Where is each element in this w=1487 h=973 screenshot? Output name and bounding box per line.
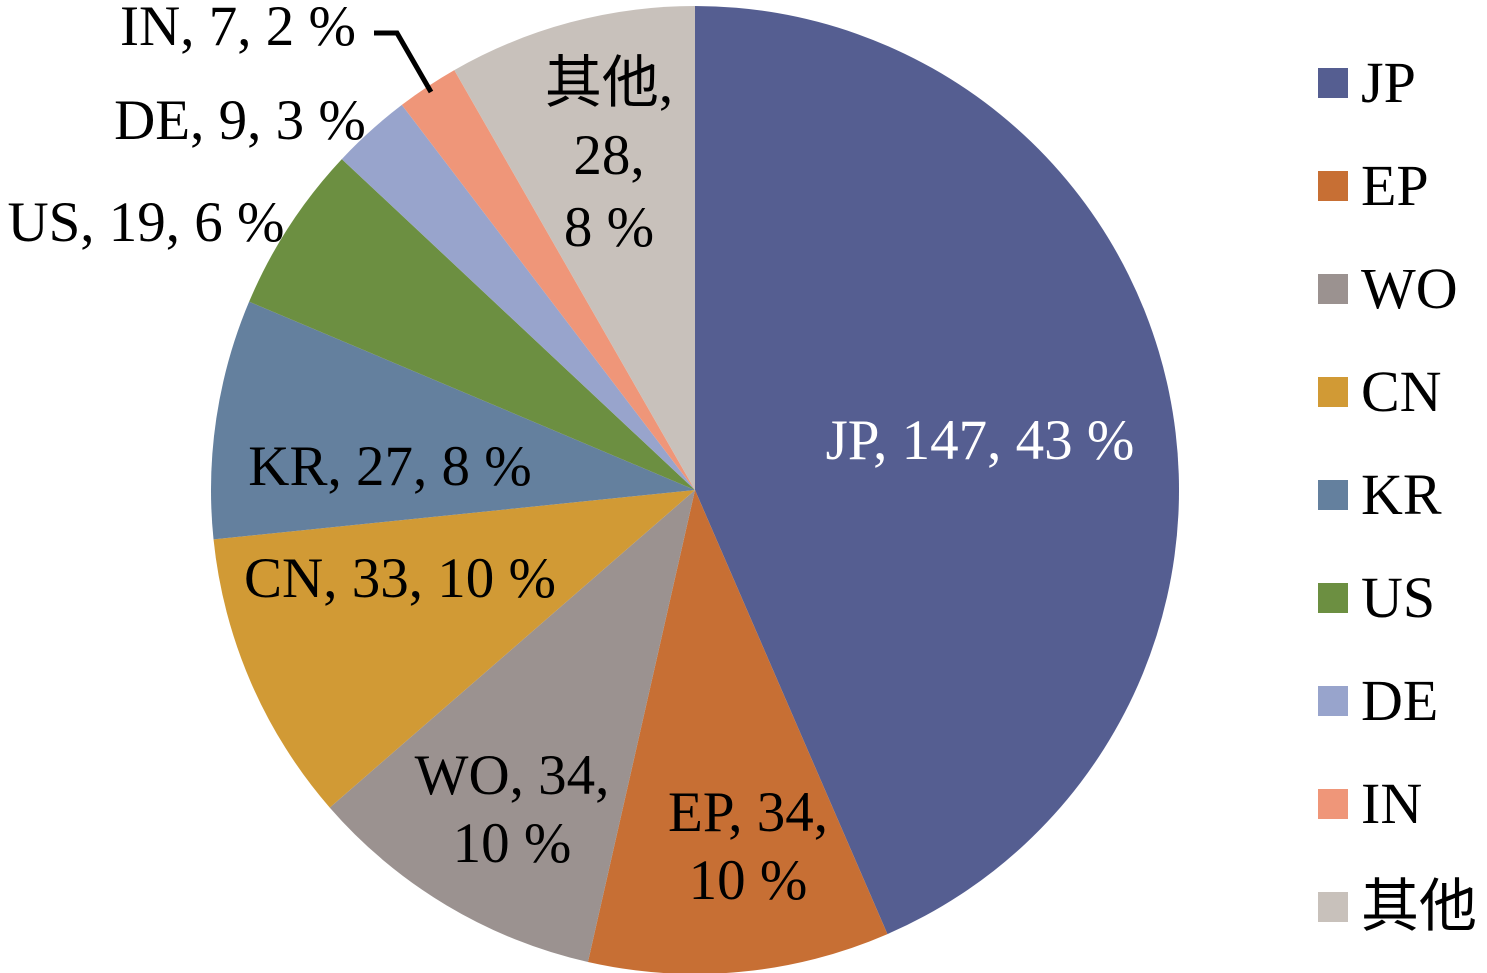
legend-label-US: US [1361, 564, 1436, 630]
legend-swatch-IN [1318, 788, 1348, 819]
legend-swatch-CN [1318, 376, 1348, 407]
pie-slice-EP [587, 490, 888, 973]
data-label-US: US, 19, 6 % [7, 191, 284, 254]
data-label-EP: EP, 34, 10 % [668, 781, 828, 912]
pie-slice-US [249, 159, 695, 490]
legend-label-KR: KR [1361, 461, 1442, 527]
legend-label-WO: WO [1361, 255, 1458, 321]
data-label-IN: IN, 7, 2 % [120, 0, 356, 58]
legend-item-JP: JP [1318, 31, 1487, 134]
legend-item-WO: WO [1318, 237, 1487, 340]
data-label-WO: WO, 34, 10 % [415, 744, 610, 875]
legend-item-其他: 其他 [1318, 855, 1487, 958]
legend-item-US: US [1318, 546, 1487, 649]
legend-swatch-JP [1318, 67, 1348, 98]
legend-swatch-WO [1318, 273, 1348, 304]
pie-slice-其他 [454, 6, 695, 490]
pie-slice-DE [341, 104, 695, 490]
legend-item-EP: EP [1318, 134, 1487, 237]
pie-slice-IN [401, 70, 695, 490]
legend-label-IN: IN [1361, 770, 1423, 836]
legend-swatch-DE [1318, 685, 1348, 716]
legend-label-DE: DE [1361, 667, 1439, 733]
data-label-其他: 其他, 28, 8 % [545, 52, 673, 259]
data-label-KR: KR, 27, 8 % [248, 435, 531, 498]
pie-slice-KR [211, 301, 695, 540]
legend-swatch-其他 [1318, 891, 1348, 922]
pie-slice-WO [329, 490, 695, 963]
legend-label-CN: CN [1361, 358, 1442, 424]
legend-item-KR: KR [1318, 443, 1487, 546]
data-label-CN: CN, 33, 10 % [244, 547, 556, 610]
legend-label-其他: 其他 [1361, 873, 1478, 939]
legend-label-EP: EP [1361, 152, 1429, 218]
legend-item-IN: IN [1318, 752, 1487, 855]
data-label-DE: DE, 9, 3 % [114, 89, 366, 152]
pie-slice-CN [213, 490, 695, 808]
leader-line-IN [374, 30, 434, 94]
data-label-JP: JP, 147, 43 % [826, 409, 1135, 472]
pie-slice-JP [695, 6, 1180, 935]
legend-item-CN: CN [1318, 340, 1487, 443]
legend-label-JP: JP [1361, 49, 1416, 115]
legend-swatch-US [1318, 582, 1348, 613]
legend-swatch-EP [1318, 170, 1348, 201]
legend-swatch-KR [1318, 479, 1348, 510]
legend-item-DE: DE [1318, 649, 1487, 752]
chart-legend: JP EP WO CN KR US DE IN 其他 [1318, 31, 1487, 958]
